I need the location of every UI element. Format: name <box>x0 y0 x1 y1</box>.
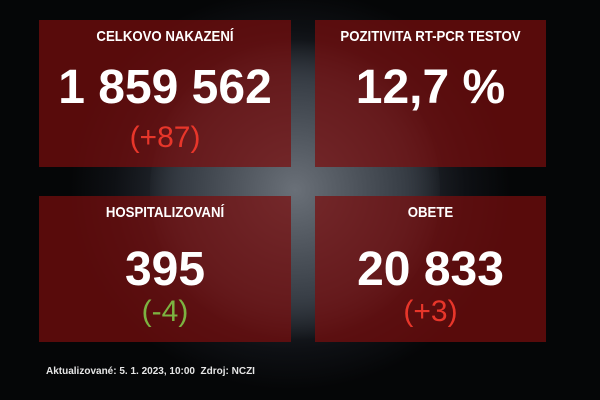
panel-title: CELKOVO NAKAZENÍ <box>96 28 234 45</box>
panel-delta: (+87) <box>129 121 201 154</box>
update-source-note: Aktualizované: 5. 1. 2023, 10:00 Zdroj: … <box>46 366 255 377</box>
panel-value: 1 859 562 <box>58 61 272 114</box>
panel-value: 20 833 <box>357 243 504 296</box>
panel-value: 395 <box>124 243 206 296</box>
panel-value: 12,7 % <box>355 61 506 114</box>
panel-delta: (-4) <box>141 295 189 328</box>
panel-title: OBETE <box>407 204 454 221</box>
panel-title: POZITIVITA RT-PCR TESTOV <box>340 28 521 45</box>
panel-hospitalized: HOSPITALIZOVANÍ 395 (-4) <box>39 196 291 342</box>
panel-total-infected: CELKOVO NAKAZENÍ 1 859 562 (+87) <box>39 20 291 167</box>
panel-delta: (+3) <box>403 295 458 328</box>
panel-title: HOSPITALIZOVANÍ <box>105 204 225 221</box>
panel-deaths: OBETE 20 833 (+3) <box>315 196 546 342</box>
panel-pcr-positivity: POZITIVITA RT-PCR TESTOV 12,7 % <box>315 20 546 167</box>
